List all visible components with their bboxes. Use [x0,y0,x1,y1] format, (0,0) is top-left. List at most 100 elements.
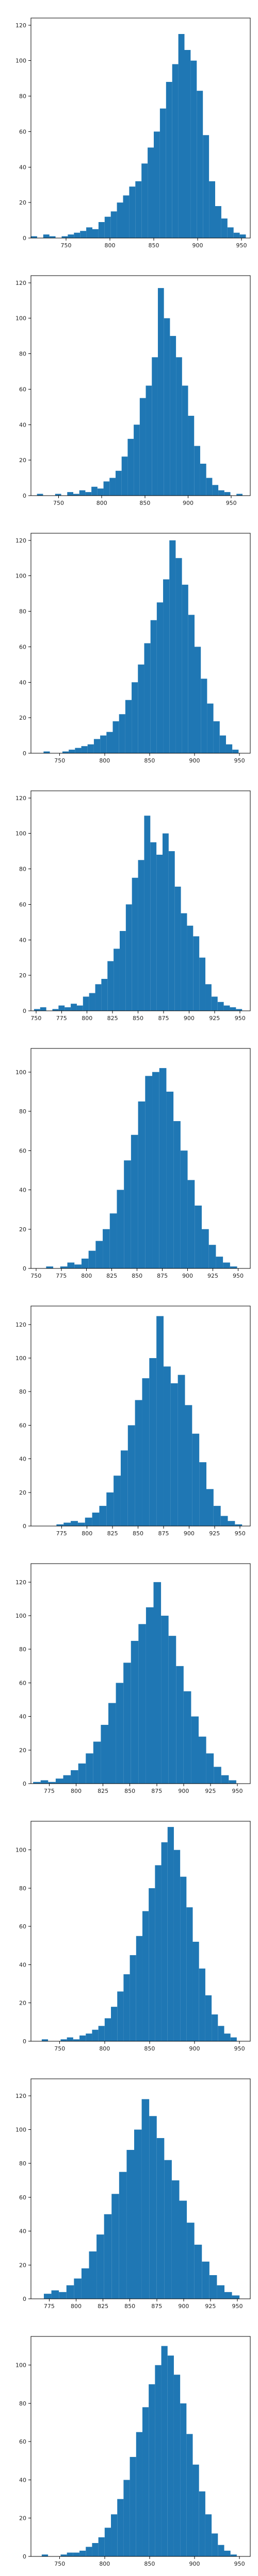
histogram-bar [101,979,108,1011]
histogram-bar [230,1266,237,1268]
y-tick-label: 20 [19,2515,26,2522]
histogram-bar [163,833,169,1011]
x-tick-label: 800 [99,2561,110,2567]
histogram-bar [179,2200,187,2299]
histogram-bar [188,615,195,753]
histogram-bar [228,1521,235,1526]
x-tick-label: 950 [233,1273,244,1279]
histogram-bar [76,1005,83,1011]
histogram-bar [206,1753,214,1784]
x-tick-label: 900 [178,2303,189,2310]
histogram-bar [79,490,86,496]
histogram-bar [173,2375,181,2556]
histogram-bar [124,1160,131,1268]
histogram-bar [85,492,92,496]
histogram-panel-2: 750 800 850 900 950 0 20 40 60 80 100 120 [15,275,251,506]
histogram-bar [89,2251,97,2299]
axes-frame [30,2336,251,2557]
x-tick-label: 900 [183,500,194,506]
histogram-bar [233,232,240,238]
histogram-bar [59,2292,67,2299]
x-tick-label: 950 [232,2303,243,2310]
x-tick-label: 850 [132,1273,142,1279]
x-tick-label: 750 [30,1015,41,1022]
histogram-bar [195,647,201,753]
histogram-bar [134,425,140,496]
histogram-bar [136,1936,142,2041]
histogram-bar [150,842,157,1011]
histogram-bar [192,1433,200,1526]
histogram-bar [145,1076,153,1269]
y-tick-label: 80 [19,1885,26,1892]
x-tick-label: 850 [144,757,155,764]
x-tick-label: 950 [234,2561,245,2567]
x-tick-label: 750 [61,242,72,249]
histogram-bar [221,1775,229,1784]
histogram-bar [71,1770,78,1784]
histogram-bar [176,357,182,496]
histogram-bar [156,854,163,1011]
x-tick-label: 875 [151,2303,162,2310]
histogram-bar [180,1876,187,2041]
y-tick-label: 120 [15,280,26,286]
histogram-bar [170,336,176,496]
histogram-bar [66,2285,74,2299]
histogram-bar [109,1213,117,1268]
histogram-bar [104,2214,112,2299]
x-tick-label: 950 [236,242,247,249]
axes-frame [30,2078,251,2299]
y-tick-label: 40 [19,1714,26,1720]
histogram-bar [230,1007,236,1011]
histogram-bar [163,1366,171,1526]
y-tick-label: 120 [15,22,26,29]
histogram-bar [167,2355,174,2556]
y-tick-label: 20 [19,457,26,464]
y-tick-label: 0 [23,493,26,499]
histogram-bar [146,1607,154,1784]
y-tick-label: 40 [19,1187,26,1194]
histogram-bar [116,1683,124,1784]
x-tick-label: 825 [98,2303,108,2310]
y-tick-label: 100 [15,58,26,64]
x-tick-label: 850 [124,1788,135,1794]
histogram-bar [123,2480,130,2556]
x-tick-label: 850 [149,242,159,249]
histogram-bar [181,913,187,1011]
y-tick-label: 40 [19,164,26,171]
y-tick-label: 60 [19,128,26,135]
histogram-bar [69,750,75,753]
histogram-bar [230,2037,237,2041]
histogram-bar [224,492,231,496]
histogram-bar [153,1582,162,1784]
histogram-bar [119,2172,127,2299]
y-tick-label: 80 [19,866,26,873]
x-tick-label: 850 [144,2045,155,2052]
histogram-bar [224,2033,231,2041]
histogram-bar [220,1516,228,1526]
histogram-bar [121,456,128,496]
histogram-bar [46,1266,54,1268]
histogram-bar [119,931,126,1011]
histogram-bar [67,1262,75,1268]
histogram-bar [156,2138,165,2299]
y-tick-label: 0 [23,750,26,757]
histogram-bar [138,1101,146,1268]
histogram-bar [188,416,195,496]
histogram-bar [83,996,89,1011]
histogram-bar [217,2285,224,2299]
y-tick-label: 60 [19,386,26,393]
histogram-bar [127,1425,135,1526]
histogram-bar [111,2007,118,2041]
x-tick-label: 850 [124,2303,135,2310]
histogram-bar [33,1782,41,1784]
histogram-bar [132,877,138,1011]
histogram-bar [207,703,214,753]
histogram-bar [141,2099,150,2299]
x-tick-label: 775 [56,1273,67,1279]
histogram-bar [223,1262,230,1268]
histogram-bar [195,1206,202,1268]
histogram-bar [126,2149,134,2299]
histogram-panel-8: 750 800 850 900 950 0 20 40 60 80 100 [15,1821,251,2052]
histogram-bar [120,1450,128,1526]
histogram-bar [197,91,203,238]
